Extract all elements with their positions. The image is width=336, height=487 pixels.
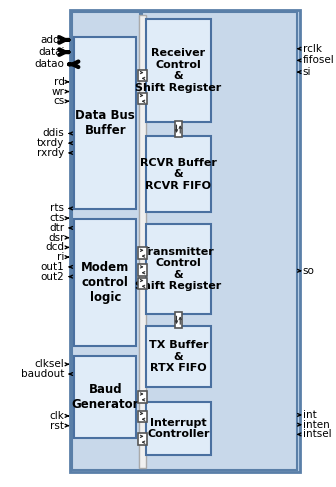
FancyBboxPatch shape	[138, 93, 147, 104]
Text: clk: clk	[50, 411, 65, 421]
Text: ddis: ddis	[43, 129, 65, 138]
Text: baudout: baudout	[21, 369, 65, 379]
FancyBboxPatch shape	[146, 224, 211, 314]
Text: rxrdy: rxrdy	[37, 148, 65, 158]
FancyBboxPatch shape	[138, 391, 147, 403]
Text: fifosel: fifosel	[303, 56, 335, 65]
FancyBboxPatch shape	[138, 411, 147, 422]
Text: rst: rst	[50, 421, 65, 431]
Text: clksel: clksel	[35, 359, 65, 369]
Text: Transmitter
Control
&
Shift Register: Transmitter Control & Shift Register	[135, 247, 221, 291]
FancyBboxPatch shape	[175, 121, 182, 137]
Text: Baud
Generator: Baud Generator	[72, 383, 139, 411]
Text: dsr: dsr	[48, 233, 65, 243]
FancyBboxPatch shape	[138, 70, 147, 81]
Text: int: int	[303, 410, 317, 420]
Text: cs: cs	[53, 96, 65, 106]
FancyBboxPatch shape	[74, 37, 136, 209]
Text: wr: wr	[51, 87, 65, 96]
Text: intsel: intsel	[303, 430, 332, 439]
Text: datai: datai	[38, 47, 65, 57]
FancyBboxPatch shape	[146, 326, 211, 387]
FancyBboxPatch shape	[70, 10, 300, 472]
Text: addr: addr	[40, 35, 65, 45]
Text: out2: out2	[41, 272, 65, 281]
FancyBboxPatch shape	[138, 433, 147, 445]
FancyBboxPatch shape	[142, 12, 297, 470]
Text: rts: rts	[50, 204, 65, 213]
Text: TX Buffer
&
RTX FIFO: TX Buffer & RTX FIFO	[149, 340, 208, 374]
Text: Receiver
Control
&
Shift Register: Receiver Control & Shift Register	[135, 48, 221, 93]
FancyBboxPatch shape	[74, 356, 136, 438]
Text: Modem
control
logic: Modem control logic	[81, 261, 129, 304]
Text: out1: out1	[41, 262, 65, 272]
FancyBboxPatch shape	[138, 247, 147, 259]
Text: ri: ri	[57, 252, 65, 262]
Text: rd: rd	[53, 77, 65, 87]
FancyBboxPatch shape	[72, 12, 140, 470]
Text: RCVR Buffer
&
RCVR FIFO: RCVR Buffer & RCVR FIFO	[140, 157, 217, 191]
Text: txrdy: txrdy	[37, 138, 65, 148]
Text: Data Bus
Buffer: Data Bus Buffer	[75, 109, 135, 137]
FancyBboxPatch shape	[138, 264, 147, 276]
Text: Interrupt
Controller: Interrupt Controller	[147, 418, 210, 439]
FancyBboxPatch shape	[146, 402, 211, 455]
Text: dcd: dcd	[45, 243, 65, 252]
Text: cts: cts	[49, 213, 65, 223]
Text: dtr: dtr	[49, 223, 65, 233]
FancyBboxPatch shape	[146, 19, 211, 122]
Text: si: si	[303, 67, 311, 77]
FancyBboxPatch shape	[146, 136, 211, 212]
FancyBboxPatch shape	[139, 15, 146, 468]
Text: inten: inten	[303, 420, 330, 430]
Text: rclk: rclk	[303, 44, 322, 54]
FancyBboxPatch shape	[74, 219, 136, 346]
FancyBboxPatch shape	[175, 313, 182, 328]
Text: datao: datao	[35, 59, 65, 69]
FancyBboxPatch shape	[138, 278, 147, 289]
Text: so: so	[303, 266, 315, 276]
